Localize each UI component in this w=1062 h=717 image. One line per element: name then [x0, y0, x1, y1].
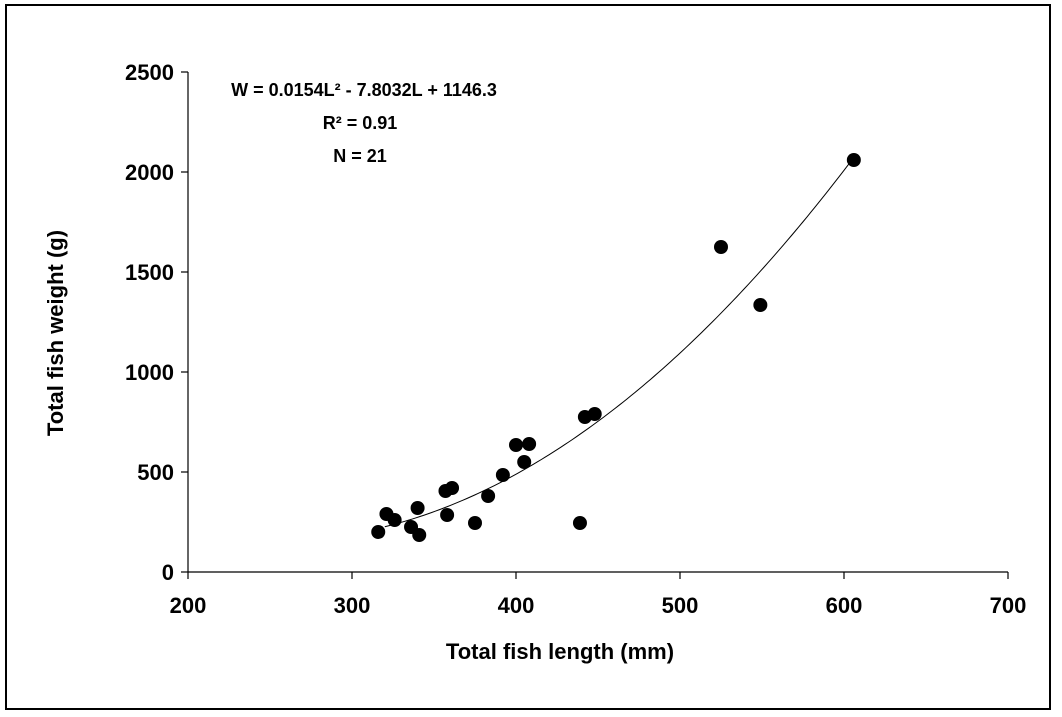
figure-frame: 0 500 1000 1500 2000 2500 200 300 400 500 600 700 W… [5, 4, 1051, 710]
data-point [509, 438, 523, 452]
y-tick-label: 2500 [125, 60, 174, 85]
x-axis-title: Total fish length (mm) [446, 639, 674, 664]
x-tick-label: 700 [990, 593, 1027, 618]
tick-labels: 0 500 1000 1500 2000 2500 200 300 400 500 600 700 [125, 60, 1026, 618]
data-point [445, 481, 460, 495]
data-point [846, 153, 861, 167]
data-point [587, 407, 602, 421]
n-annotation: N = 21 [333, 146, 387, 166]
data-point [371, 525, 386, 539]
y-tick-label: 2000 [125, 160, 174, 185]
data-point [412, 528, 427, 542]
x-tick-label: 300 [334, 593, 371, 618]
data-point [572, 516, 587, 530]
y-tick-label: 1000 [125, 360, 174, 385]
x-tick-label: 500 [662, 593, 699, 618]
axes [181, 71, 1009, 579]
r-squared-annotation: R² = 0.91 [323, 113, 398, 133]
data-point [517, 455, 532, 469]
data-point [387, 513, 402, 527]
y-tick-label: 500 [137, 460, 174, 485]
x-tick-label: 400 [498, 593, 535, 618]
y-tick-label: 1500 [125, 260, 174, 285]
scatter-chart: 0 500 1000 1500 2000 2500 200 300 400 500 600 700 W… [43, 60, 1026, 664]
data-point [495, 468, 510, 482]
data-point [440, 508, 455, 522]
data-points [371, 153, 861, 542]
data-point [410, 501, 425, 515]
data-point [468, 516, 482, 530]
data-point [481, 489, 496, 503]
data-point [714, 240, 728, 254]
y-tick-label: 0 [162, 560, 174, 585]
data-point [522, 437, 537, 451]
equation-annotation: W = 0.0154L² - 7.8032L + 1146.3 [231, 80, 497, 100]
trendline-group [384, 157, 855, 528]
data-point [753, 298, 768, 312]
x-tick-label: 600 [826, 593, 863, 618]
x-tick-label: 200 [170, 593, 207, 618]
y-axis-title: Total fish weight (g) [43, 230, 68, 436]
trendline-curve [384, 157, 855, 528]
